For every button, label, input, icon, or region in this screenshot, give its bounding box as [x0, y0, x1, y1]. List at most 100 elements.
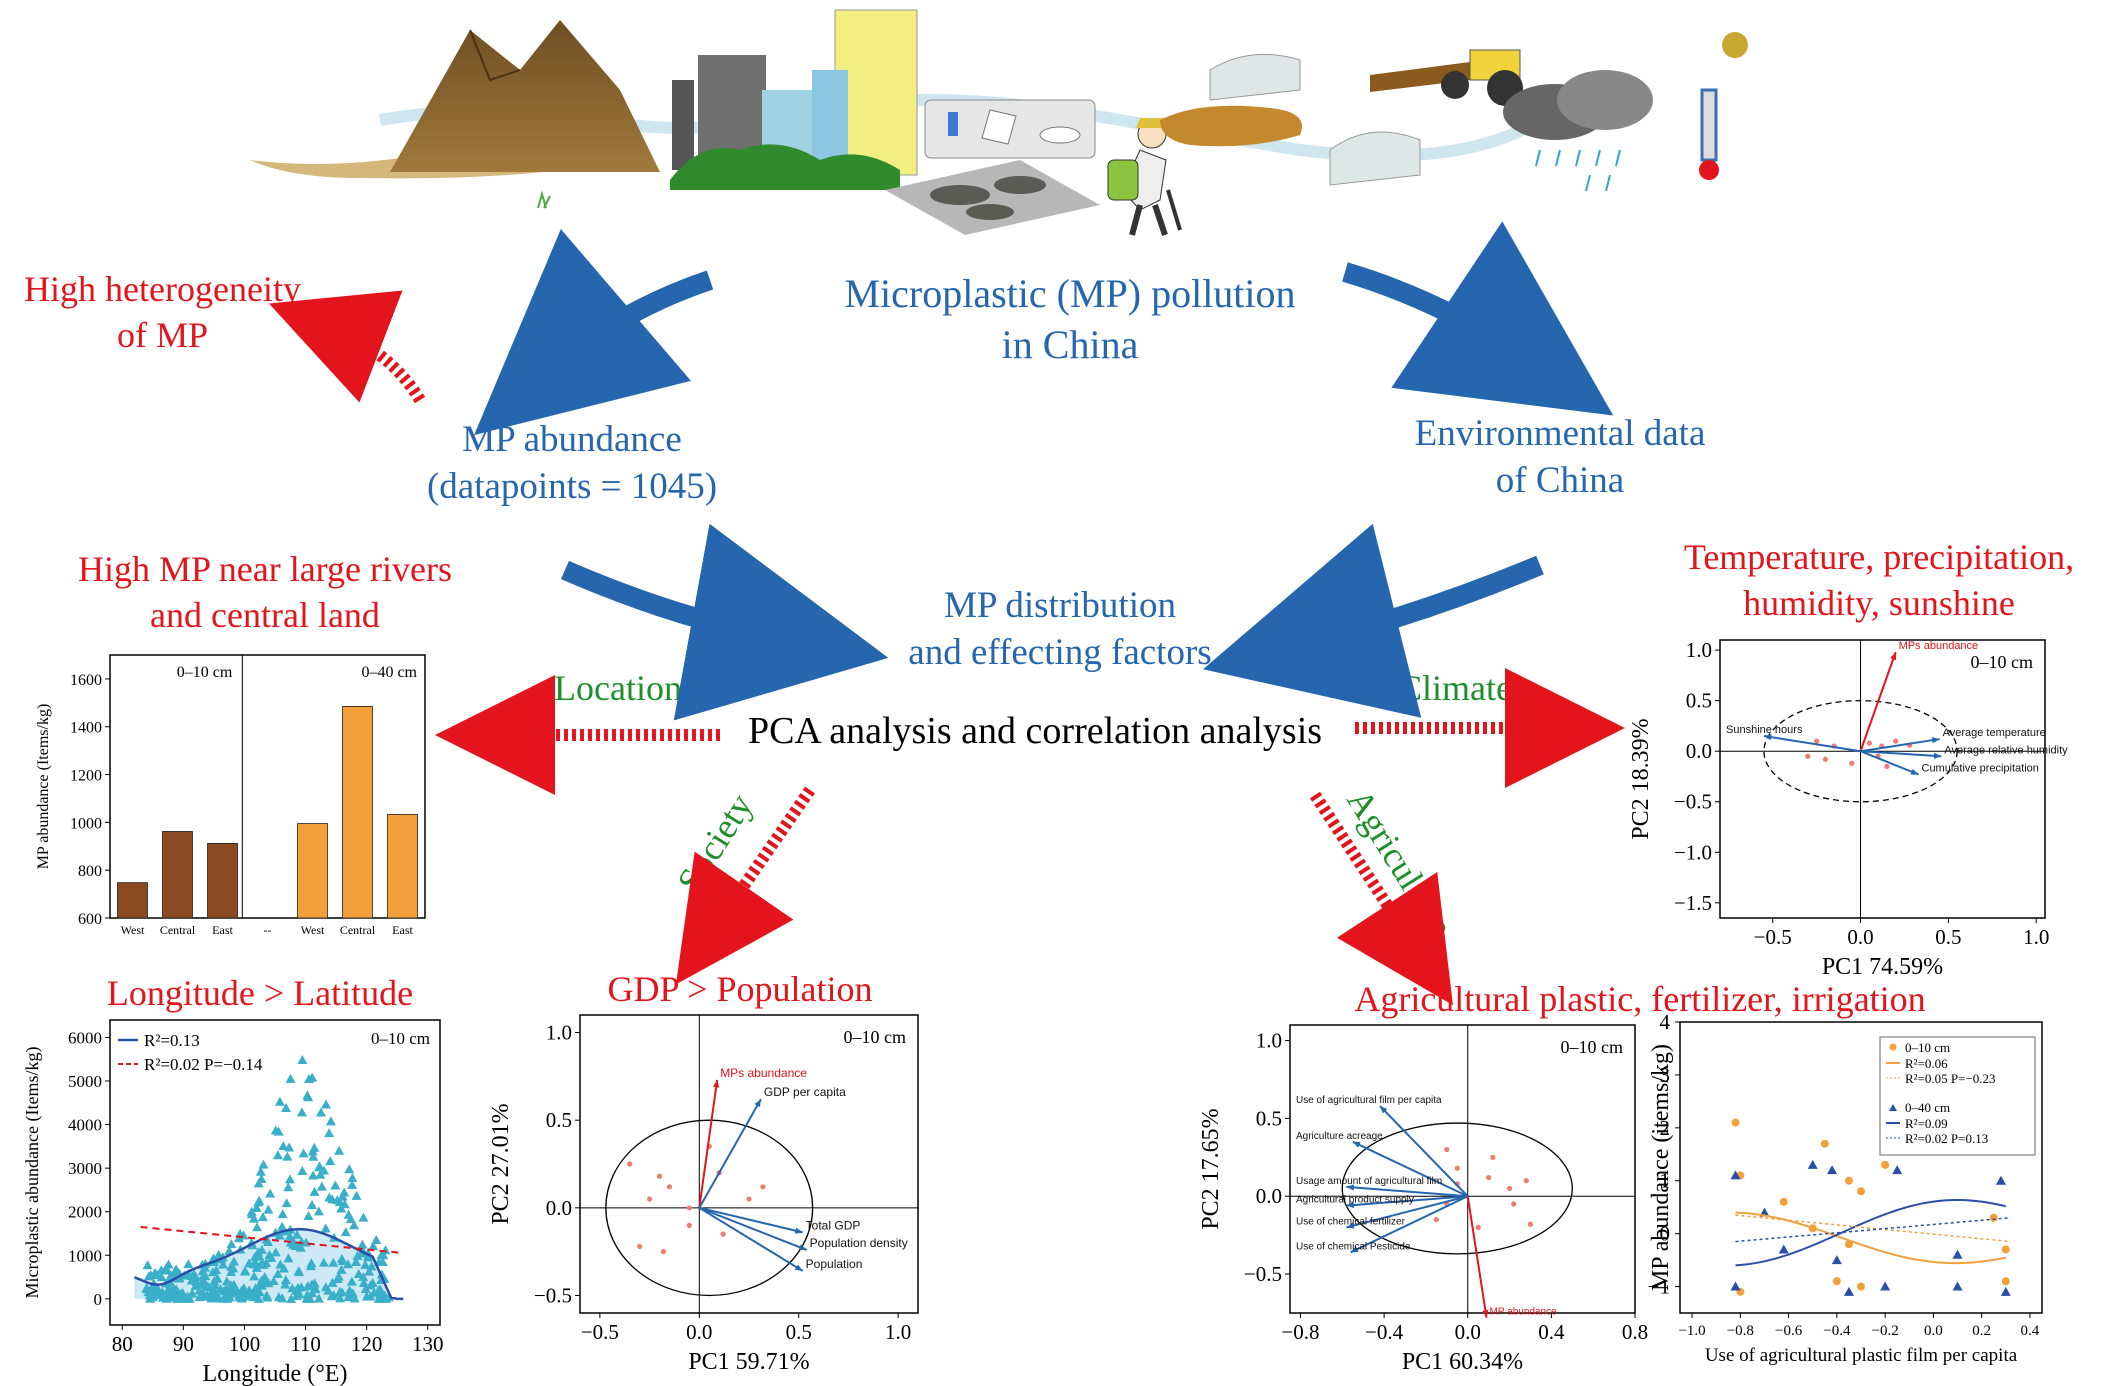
x-tick-label: −0.5 — [581, 1320, 619, 1344]
data-point — [273, 1292, 284, 1302]
point-0-10 — [1820, 1139, 1829, 1148]
data-point — [277, 1221, 288, 1231]
data-point — [351, 1190, 362, 1200]
data-point — [345, 1214, 356, 1224]
data-point — [308, 1151, 319, 1161]
data-point — [255, 1166, 266, 1176]
y-tick-label: −0.5 — [1244, 1262, 1282, 1286]
data-point — [277, 1209, 288, 1219]
point-0-40 — [2000, 1286, 2011, 1296]
data-point — [283, 1253, 294, 1263]
bar — [162, 831, 193, 919]
greenhouse-icon — [1209, 53, 1301, 101]
legend-label: R²=0.13 — [144, 1031, 200, 1050]
data-point — [293, 1266, 304, 1276]
data-point — [186, 1271, 197, 1281]
y-tick-label: 1200 — [70, 768, 102, 785]
y-tick-label: 0 — [1660, 1222, 1671, 1246]
vector-head — [794, 1227, 803, 1234]
data-point — [263, 1204, 274, 1214]
loading-vector — [699, 1206, 803, 1234]
fit-line-0-10 — [1735, 1214, 2011, 1243]
data-point — [218, 1259, 229, 1269]
x-tick-label: 0.8 — [1622, 1320, 1648, 1344]
fit-line — [140, 1225, 404, 1255]
point-0-10 — [1881, 1160, 1890, 1169]
loading-vector — [1350, 1195, 1469, 1254]
vector-head — [1346, 1201, 1355, 1209]
data-point — [282, 1151, 293, 1161]
vector-label: Sunshine hours — [1726, 724, 1803, 736]
vector-head — [1890, 652, 1897, 661]
plot-frame — [1679, 1021, 2043, 1314]
sample-point — [1527, 1221, 1534, 1227]
y-tick-label: 0.5 — [1256, 1106, 1282, 1130]
x-tick-label: West — [121, 923, 145, 937]
data-point — [313, 1293, 324, 1303]
y-tick-label: 4 — [1660, 1010, 1671, 1034]
data-point — [207, 1267, 218, 1277]
hiker-icon — [1107, 118, 1182, 236]
vector-label: GDP per capita — [764, 1085, 846, 1099]
point-0-40 — [1831, 1255, 1842, 1265]
data-point — [337, 1191, 348, 1201]
data-point — [351, 1257, 362, 1267]
legend-marker — [1889, 1104, 1897, 1111]
data-point — [280, 1274, 291, 1284]
data-point — [340, 1227, 351, 1237]
x-tick-label: West — [301, 923, 325, 937]
point-0-40 — [1827, 1165, 1838, 1175]
x-tick-label: 100 — [229, 1332, 261, 1356]
y-tick-label: 5000 — [68, 1072, 102, 1091]
x-axis-label: PC1 60.34% — [1402, 1349, 1523, 1375]
y-tick-label: −0.5 — [534, 1283, 572, 1307]
bar-chart-region: 600 800 1000 1200 1400 1600 West Central East -- W… — [35, 654, 426, 937]
y-axis-label: PC2 18.39% — [1628, 718, 1654, 839]
data-point — [310, 1284, 321, 1294]
data-point — [142, 1260, 153, 1270]
data-point — [328, 1257, 339, 1267]
sample-point — [1486, 1174, 1492, 1181]
sample-point — [1523, 1178, 1529, 1184]
bar-plot-frame — [109, 654, 426, 919]
data-point — [303, 1211, 314, 1221]
point-0-40 — [1952, 1281, 1963, 1291]
y-tick-label: 2000 — [68, 1203, 102, 1222]
data-point — [272, 1268, 283, 1278]
x-tick-label: 120 — [351, 1332, 383, 1356]
x-tick-label: 0.4 — [1538, 1320, 1565, 1344]
data-point — [321, 1099, 332, 1109]
data-point — [349, 1220, 360, 1230]
vector-head — [1379, 1105, 1388, 1114]
vector-head — [1910, 768, 1919, 775]
data-point — [308, 1170, 319, 1180]
data-point — [278, 1263, 289, 1273]
point-0-10 — [1844, 1240, 1853, 1249]
sample-point — [1475, 1224, 1481, 1230]
legend-label: R²=0.05 P=−0.23 — [1905, 1071, 1996, 1086]
data-point — [313, 1206, 324, 1216]
loading-vector — [1763, 735, 1861, 753]
point-0-40 — [1807, 1159, 1818, 1169]
vector-head — [1350, 1246, 1359, 1253]
x-tick-label: 110 — [290, 1332, 321, 1356]
sample-point — [1822, 756, 1829, 762]
x-tick-label: 0.2 — [1972, 1323, 1991, 1339]
data-point — [228, 1263, 239, 1273]
vector-label: Usage amount of agricultural film — [1296, 1176, 1442, 1187]
data-point — [284, 1231, 295, 1241]
data-point — [148, 1290, 159, 1300]
data-point — [256, 1275, 267, 1285]
data-point — [360, 1259, 371, 1269]
x-tick-label: 90 — [173, 1332, 194, 1356]
data-point — [145, 1270, 156, 1280]
greenhouse-icon-2 — [1329, 131, 1421, 186]
agriculture-pca-chart: Use of agricultural film per capita Agric… — [1198, 1024, 1648, 1375]
y-tick-label: −0.5 — [1674, 790, 1712, 814]
sample-point — [1506, 1185, 1513, 1192]
city-icon — [670, 9, 918, 190]
data-point — [258, 1159, 269, 1169]
arrow-to-environment — [1342, 221, 1614, 416]
data-point — [327, 1277, 338, 1287]
sample-point — [760, 1184, 766, 1190]
